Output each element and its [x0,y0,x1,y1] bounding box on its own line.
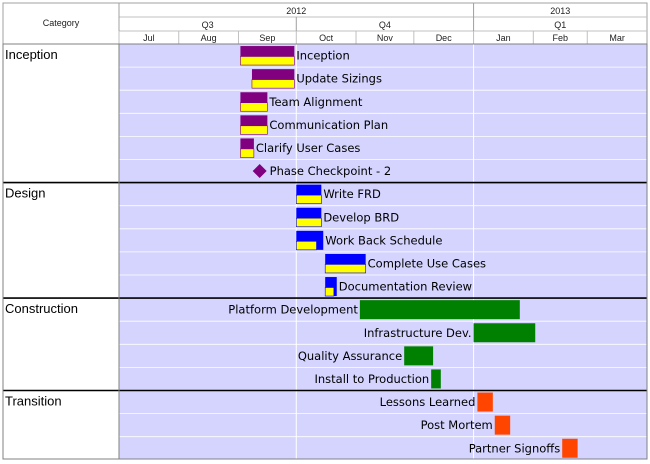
task-label: Update Sizings [296,72,382,86]
task-label: Communication Plan [269,118,388,132]
task-label: Write FRD [323,187,381,201]
task-bar [562,438,578,458]
task-label: Infrastructure Dev. [364,326,472,340]
task-label: Partner Signoffs [469,441,560,455]
month-label: Aug [201,33,217,43]
chart-frame [2,43,648,460]
progress-bar [295,194,322,204]
progress-bar [251,79,295,89]
task-label: Work Back Schedule [325,233,442,247]
month-label: Sep [259,33,275,43]
progress-bar [240,56,295,66]
task-label: Complete Use Cases [368,256,486,270]
quarter-label: Q1 [554,20,566,30]
task-label: Team Alignment [268,95,362,109]
category-header: Category [43,18,80,28]
quarter-label: Q3 [202,20,214,30]
task-label: Install to Production [315,372,430,386]
progress-bar [240,125,268,135]
task-label: Documentation Review [339,280,472,294]
phase-label: Construction [5,301,78,316]
task-bar [325,277,337,297]
task-bar [473,323,536,343]
month-label: Feb [553,33,569,43]
task-label: Post Mortem [421,418,493,432]
progress-bar [240,148,255,158]
month-label: Oct [319,33,334,43]
phase-label: Design [5,186,45,201]
progress-bar [240,102,268,112]
progress-bar [324,264,366,274]
year-label: 2013 [550,6,570,16]
task-label: Inception [296,49,349,63]
task-label: Clarify User Cases [256,141,361,155]
task-label: Lessons Learned [380,395,476,409]
task-bar [431,369,441,389]
quarter-label: Q4 [379,20,391,30]
phase-label: Inception [5,47,58,62]
header-frame [2,2,648,45]
task-label: Platform Development [228,303,358,317]
task-bar [494,415,511,435]
progress-bar [295,241,317,251]
progress-bar [295,217,322,228]
milestone-marker [252,164,267,179]
task-label: Phase Checkpoint - 2 [270,164,391,178]
task-label: Develop BRD [323,210,399,224]
month-label: Dec [436,33,453,43]
month-label: Mar [609,33,625,43]
task-bar [359,300,520,320]
task-label: Quality Assurance [298,349,402,363]
progress-bar [324,287,335,297]
task-bar [477,392,493,412]
month-label: Jul [143,33,155,43]
month-label: Nov [377,33,394,43]
year-label: 2012 [286,6,306,16]
phase-label: Transition [5,394,62,409]
month-label: Jan [496,33,511,43]
task-bar [404,346,434,366]
